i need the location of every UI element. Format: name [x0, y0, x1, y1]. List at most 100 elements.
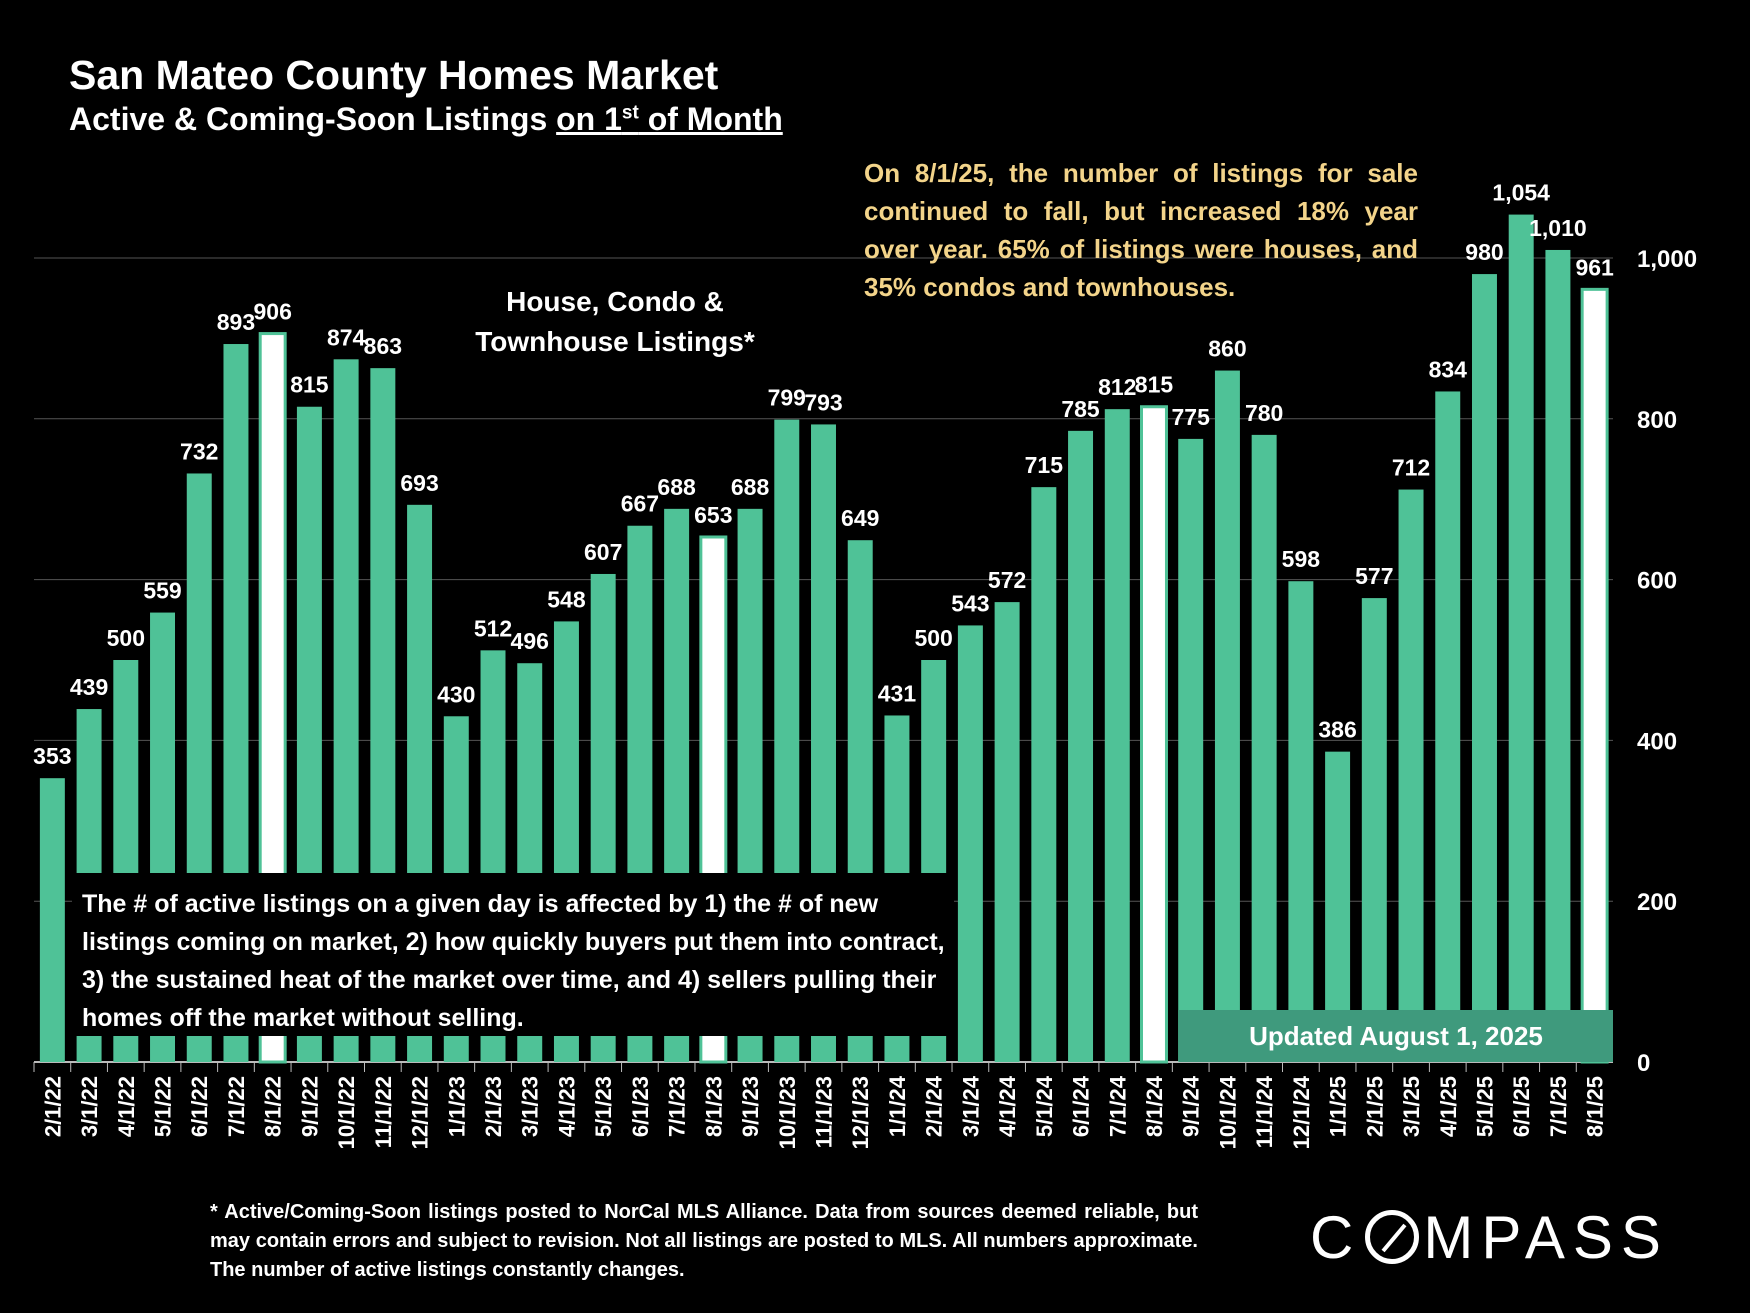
- x-tick-label: 7/1/23: [665, 1076, 690, 1137]
- data-label: 386: [1318, 717, 1356, 743]
- data-label: 1,054: [1492, 180, 1550, 206]
- x-tick-label: 11/1/22: [371, 1076, 396, 1148]
- x-tick-label: 6/1/23: [628, 1076, 653, 1137]
- data-label: 775: [1172, 404, 1211, 430]
- x-tick-label: 6/1/24: [1069, 1075, 1094, 1137]
- data-label: 785: [1061, 396, 1100, 422]
- data-label: 812: [1098, 374, 1136, 400]
- bar: [1178, 438, 1204, 1062]
- x-tick-label: 7/1/24: [1105, 1075, 1130, 1137]
- series-label-line2: Townhouse Listings*: [475, 326, 755, 357]
- data-label: 893: [217, 309, 255, 335]
- data-label: 667: [621, 491, 659, 517]
- x-tick-label: 9/1/24: [1179, 1075, 1204, 1137]
- bar: [1580, 287, 1609, 1064]
- data-label: 874: [327, 324, 366, 350]
- annotation-text: On 8/1/25, the number of listings for sa…: [864, 158, 1418, 302]
- x-tick-label: 5/1/25: [1472, 1076, 1497, 1137]
- data-label: 548: [547, 586, 586, 612]
- data-label: 815: [1135, 372, 1174, 398]
- x-tick-label: 4/1/22: [114, 1076, 139, 1137]
- data-label: 500: [107, 625, 145, 651]
- data-label: 732: [180, 438, 218, 464]
- subtitle-on-first: on 1: [556, 101, 622, 137]
- x-tick-label: 4/1/23: [554, 1076, 579, 1137]
- bar: [1288, 581, 1314, 1062]
- x-tick-label: 1/1/23: [444, 1076, 469, 1137]
- x-tick-label: 2/1/22: [40, 1076, 65, 1137]
- data-label: 607: [584, 539, 622, 565]
- subtitle-underlined: on 1st of Month: [556, 101, 783, 137]
- x-tick-label: 5/1/23: [591, 1076, 616, 1137]
- x-tick-label: 6/1/22: [187, 1076, 212, 1137]
- data-label: 439: [70, 674, 108, 700]
- data-label: 559: [143, 578, 181, 604]
- bar: [1545, 249, 1571, 1062]
- subtitle-superscript: st: [621, 102, 639, 124]
- bar: [1104, 409, 1130, 1063]
- bar: [994, 602, 1020, 1062]
- y-tick-label: 0: [1637, 1050, 1650, 1077]
- y-tick-label: 1,000: [1637, 246, 1697, 273]
- x-tick-label: 9/1/23: [738, 1076, 763, 1137]
- data-label: 906: [253, 299, 291, 325]
- logo-rest: MPASS: [1423, 1204, 1669, 1271]
- x-tick-label: 10/1/24: [1215, 1075, 1240, 1149]
- x-tick-label: 8/1/25: [1583, 1076, 1608, 1137]
- page-subtitle: Active & Coming-Soon Listings on 1st of …: [69, 101, 783, 138]
- subtitle-text: Active & Coming-Soon Listings: [69, 101, 557, 137]
- data-label: 649: [841, 505, 879, 531]
- footnote: * Active/Coming-Soon listings posted to …: [210, 1201, 1198, 1281]
- bar: [1398, 489, 1424, 1062]
- x-tick-label: 5/1/24: [1032, 1075, 1057, 1137]
- data-label: 572: [988, 567, 1026, 593]
- updated-badge: Updated August 1, 2025: [1179, 1010, 1613, 1062]
- x-tick-label: 12/1/22: [408, 1076, 433, 1149]
- bar: [1031, 487, 1057, 1062]
- series-label: House, Condo & Townhouse Listings*: [455, 282, 775, 362]
- data-label: 961: [1575, 254, 1614, 280]
- data-label: 715: [1025, 452, 1064, 478]
- x-tick-label: 8/1/23: [701, 1076, 726, 1137]
- data-label: 598: [1282, 546, 1321, 572]
- subtitle-of-month: of Month: [638, 101, 783, 137]
- x-tick-label: 1/1/24: [885, 1075, 910, 1137]
- page-title: San Mateo County Homes Market: [69, 52, 719, 98]
- y-tick-label: 600: [1637, 568, 1677, 595]
- data-label: 431: [878, 680, 917, 706]
- data-label: 512: [474, 615, 512, 641]
- y-tick-label: 200: [1637, 889, 1677, 916]
- data-label: 430: [437, 681, 475, 707]
- x-tick-label: 11/1/24: [1252, 1075, 1277, 1148]
- x-tick-label: 8/1/22: [261, 1076, 286, 1137]
- data-label: 688: [657, 474, 696, 500]
- x-tick-label: 6/1/25: [1509, 1076, 1534, 1137]
- bar: [1251, 434, 1277, 1062]
- x-tick-label: 2/1/24: [922, 1075, 947, 1137]
- logo-c: C: [1310, 1204, 1362, 1271]
- x-tick-label: 11/1/23: [812, 1076, 837, 1148]
- x-tick-label: 4/1/25: [1436, 1076, 1461, 1137]
- data-label: 496: [511, 628, 549, 654]
- x-tick-label: 9/1/22: [297, 1076, 322, 1137]
- data-label: 834: [1429, 356, 1468, 382]
- x-tick-label: 3/1/25: [1399, 1076, 1424, 1137]
- data-label: 793: [804, 389, 842, 415]
- data-label: 500: [914, 625, 952, 651]
- bar: [1361, 598, 1387, 1062]
- data-label: 815: [290, 372, 329, 398]
- series-label-line1: House, Condo &: [506, 286, 724, 317]
- bar: [1471, 274, 1497, 1063]
- x-tick-label: 12/1/23: [848, 1076, 873, 1149]
- x-tick-label: 2/1/25: [1362, 1076, 1387, 1137]
- data-label: 1,010: [1529, 215, 1587, 241]
- x-tick-label: 2/1/23: [481, 1076, 506, 1137]
- logo-o-icon: [1365, 1210, 1420, 1264]
- bar: [1508, 214, 1534, 1063]
- x-tick-label: 4/1/24: [995, 1075, 1020, 1137]
- data-label: 693: [400, 470, 438, 496]
- x-tick-label: 10/1/22: [334, 1076, 359, 1149]
- bar: [1140, 405, 1168, 1064]
- x-tick-label: 5/1/22: [151, 1076, 176, 1137]
- x-tick-label: 7/1/22: [224, 1076, 249, 1137]
